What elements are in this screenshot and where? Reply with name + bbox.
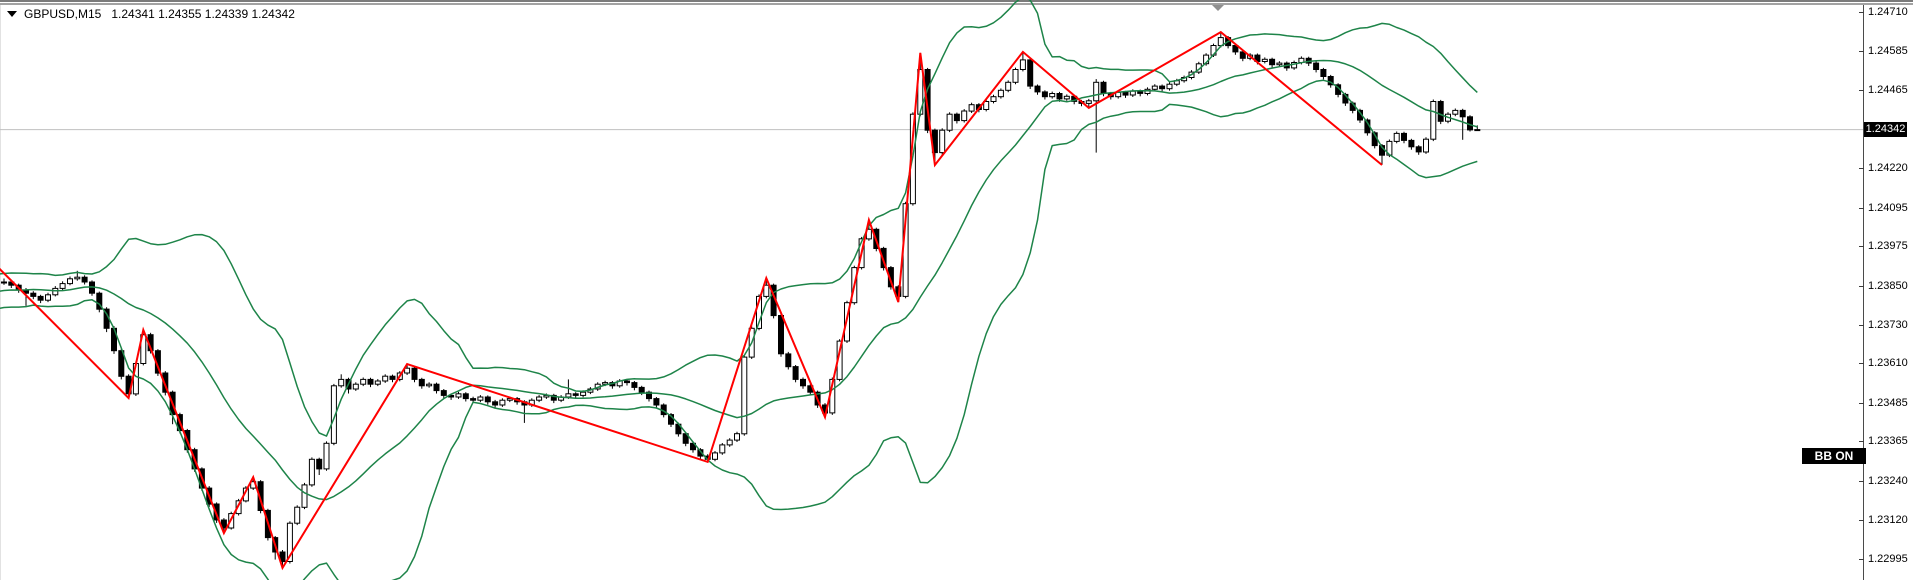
price-tick-mark	[1859, 90, 1864, 91]
price-chart	[0, 0, 1863, 580]
price-tick-label: 1.24710	[1868, 6, 1908, 18]
symbol-period-label: GBPUSD,M15	[24, 7, 102, 21]
price-tick-mark	[1859, 246, 1864, 247]
price-tick-mark	[1859, 520, 1864, 521]
price-tick-mark	[1859, 168, 1864, 169]
price-tick-mark	[1859, 441, 1864, 442]
price-tick-label: 1.23485	[1868, 397, 1908, 409]
price-tick-label: 1.23610	[1868, 357, 1908, 369]
price-tick-label: 1.23850	[1868, 280, 1908, 292]
price-tick-label: 1.24220	[1868, 162, 1908, 174]
ohlc-quote-label: 1.24341 1.24355 1.24339 1.24342	[111, 7, 295, 21]
price-tick-label: 1.23365	[1868, 435, 1908, 447]
price-tick-mark	[1859, 481, 1864, 482]
price-tick-label: 1.24465	[1868, 84, 1908, 96]
window-left-border	[0, 5, 1, 580]
price-tick-mark	[1859, 363, 1864, 364]
current-price-badge: 1.24342	[1864, 122, 1907, 137]
price-tick-mark	[1859, 12, 1864, 13]
price-tick-mark	[1859, 51, 1864, 52]
price-tick-mark	[1859, 325, 1864, 326]
window-top-border	[0, 0, 1913, 5]
price-axis-line	[1863, 5, 1864, 580]
chart-shift-marker[interactable]	[1212, 5, 1224, 11]
price-tick-label: 1.22995	[1868, 553, 1908, 565]
price-tick-label: 1.24585	[1868, 45, 1908, 57]
price-tick-label: 1.24095	[1868, 202, 1908, 214]
price-tick-mark	[1859, 286, 1864, 287]
price-tick-mark	[1859, 559, 1864, 560]
chart-canvas[interactable]	[0, 0, 1863, 580]
price-tick-label: 1.23730	[1868, 319, 1908, 331]
price-tick-mark	[1859, 403, 1864, 404]
price-tick-label: 1.23975	[1868, 240, 1908, 252]
symbol-dropdown-icon[interactable]	[7, 11, 17, 17]
bb-toggle-label[interactable]: BB ON	[1802, 448, 1866, 464]
price-tick-label: 1.23240	[1868, 475, 1908, 487]
price-tick-mark	[1859, 208, 1864, 209]
quote-panel: GBPUSD,M15 1.24341 1.24355 1.24339 1.2434…	[7, 7, 295, 21]
price-tick-label: 1.23120	[1868, 514, 1908, 526]
